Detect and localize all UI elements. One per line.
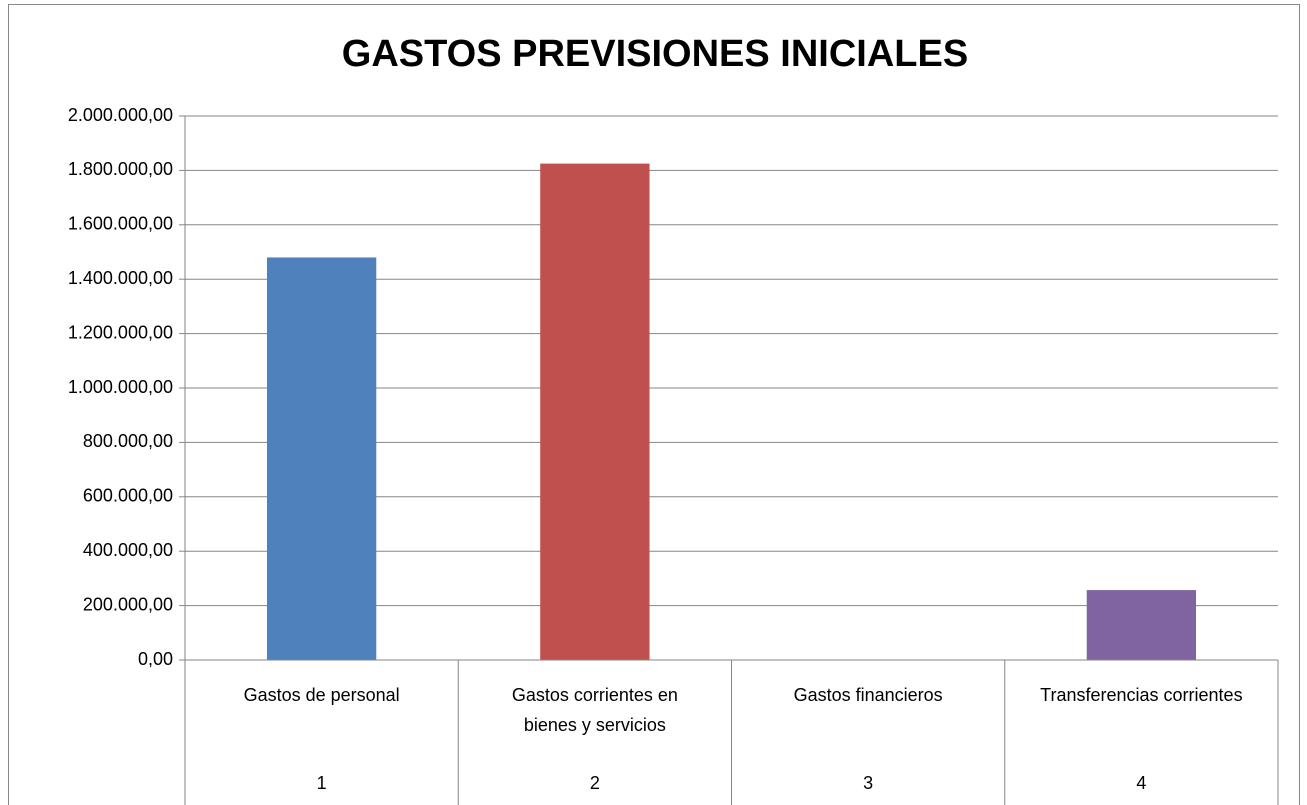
y-tick-label: 0,00 [138, 649, 173, 669]
y-tick-label: 1.800.000,00 [68, 159, 173, 179]
x-group-label: 3 [863, 773, 874, 793]
x-group-label: 2 [589, 773, 600, 793]
y-tick-label: 1.600.000,00 [68, 214, 173, 234]
y-tick-label: 1.400.000,00 [68, 268, 173, 288]
y-tick-label: 600.000,00 [83, 486, 173, 506]
y-tick-label: 400.000,00 [83, 540, 173, 560]
y-tick-label: 1.200.000,00 [68, 322, 173, 342]
y-tick-label: 200.000,00 [83, 594, 173, 614]
y-tick-label: 1.000.000,00 [68, 377, 173, 397]
x-tick-label: Gastos corrientes en bienes y servicios [511, 685, 678, 735]
x-tick-label: Transferencias corrientes [1040, 685, 1243, 705]
bar [1086, 590, 1197, 660]
x-tick-label: Gastos de personal [243, 685, 400, 705]
chart-title: GASTOS PREVISIONES INICIALES [342, 33, 968, 75]
bar [266, 257, 377, 660]
y-tick-label: 2.000.000,00 [68, 105, 173, 125]
x-group-label: 1 [316, 773, 327, 793]
y-tick-label: 800.000,00 [83, 431, 173, 451]
x-group-label: 4 [1136, 773, 1147, 793]
bar [540, 163, 650, 660]
chart-border [8, 4, 1300, 805]
x-tick-label: Gastos financieros [793, 685, 943, 705]
